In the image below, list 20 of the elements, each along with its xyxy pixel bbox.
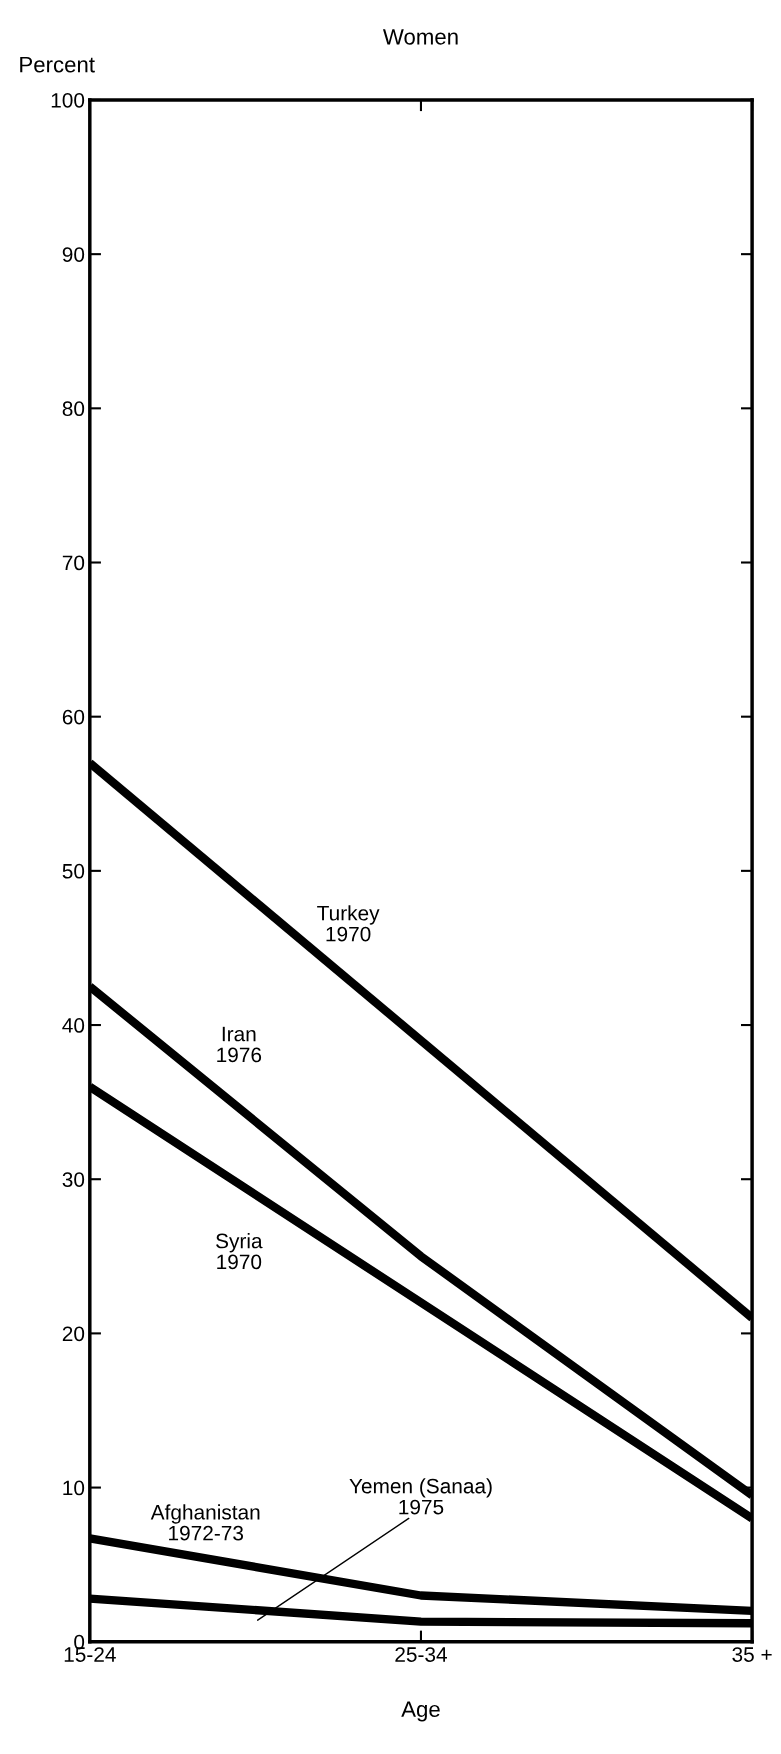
y-axis-title: Percent xyxy=(20,56,95,73)
x-axis-title: Age xyxy=(401,1701,440,1722)
y-tick-label: 40 xyxy=(62,1018,85,1033)
text: Yemen (Sanaa) 1975 xyxy=(349,1478,492,1515)
y-tick-label: 70 xyxy=(62,555,85,571)
y-tick-label: 90 xyxy=(62,247,85,262)
y-tick-label: 20 xyxy=(62,1326,85,1342)
y-tick-label: 10 xyxy=(63,1480,85,1496)
y-tick-label: 50 xyxy=(62,863,85,879)
series-label: Iran 1976 xyxy=(217,1026,262,1063)
chart-title: Women xyxy=(382,29,458,45)
series-label: Afghanistan 1972-73 xyxy=(150,1504,260,1541)
series-label: Syria 1970 xyxy=(216,1233,263,1270)
x-tick-label: 35 + xyxy=(732,1647,772,1662)
y-tick-label: 100 xyxy=(51,92,85,108)
series-label: Turkey 1970 xyxy=(317,905,380,942)
y-tick-label: 30 xyxy=(62,1172,85,1187)
y-tick-label: 60 xyxy=(62,709,85,725)
y-tick-label: 80 xyxy=(62,401,85,417)
x-tick-label: 25-34 xyxy=(395,1647,447,1662)
